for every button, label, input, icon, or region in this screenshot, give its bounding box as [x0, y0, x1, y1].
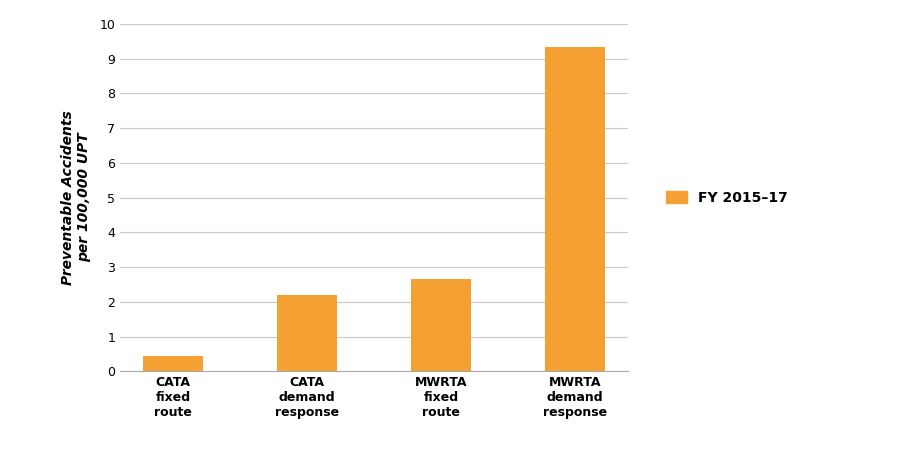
Legend: FY 2015–17: FY 2015–17	[661, 185, 794, 210]
Bar	[143, 356, 203, 371]
Bar	[411, 279, 471, 371]
Y-axis label: Preventable Accidents
per 100,000 UPT: Preventable Accidents per 100,000 UPT	[61, 110, 91, 285]
Bar	[545, 48, 605, 371]
Bar	[277, 295, 337, 371]
